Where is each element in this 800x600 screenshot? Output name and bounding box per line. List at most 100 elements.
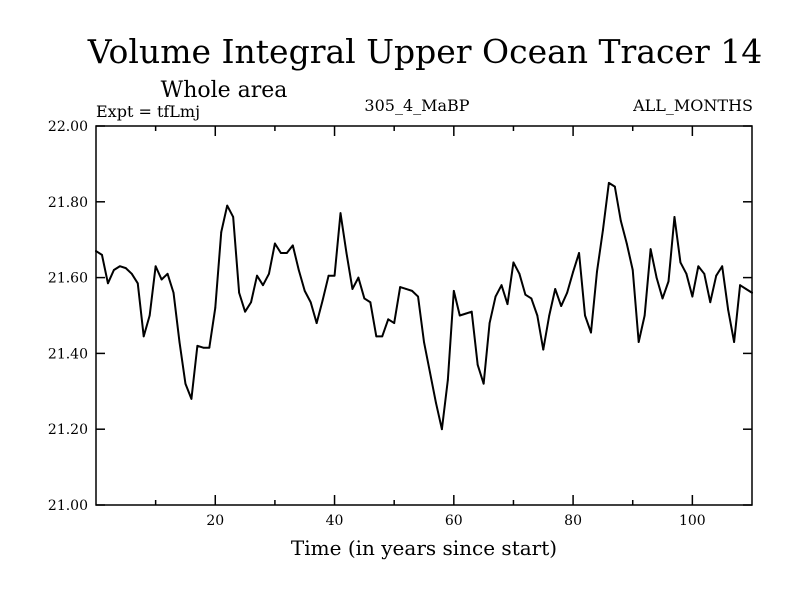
data-point — [262, 284, 264, 287]
data-point — [154, 265, 157, 268]
data-point — [625, 242, 628, 245]
data-point — [637, 341, 640, 343]
data-point — [464, 312, 467, 315]
x-tick-label: 100 — [679, 513, 706, 529]
data-point — [417, 295, 419, 298]
data-point — [500, 284, 503, 287]
data-point — [291, 244, 294, 247]
data-point — [584, 314, 586, 317]
data-point — [274, 242, 276, 245]
data-point — [745, 288, 747, 290]
y-tick-label: 21.20 — [48, 422, 88, 438]
data-point — [321, 299, 324, 302]
data-point — [506, 303, 509, 306]
data-point — [655, 276, 658, 279]
data-point — [136, 282, 139, 285]
data-point — [309, 301, 312, 304]
y-tick-label: 21.40 — [48, 346, 88, 362]
data-point — [333, 274, 336, 277]
data-point — [250, 301, 252, 304]
data-point — [554, 288, 557, 290]
data-point — [279, 252, 282, 254]
data-point — [697, 265, 700, 268]
data-point — [196, 344, 199, 347]
data-point — [351, 288, 354, 290]
data-point — [118, 265, 121, 268]
y-tick-label: 22.00 — [48, 119, 88, 135]
data-point — [476, 363, 479, 366]
data-point — [285, 252, 288, 254]
x-tick-label: 80 — [564, 513, 582, 529]
data-point — [130, 272, 133, 275]
data-point — [482, 382, 485, 385]
data-point — [440, 428, 443, 431]
data-point — [560, 305, 563, 307]
data-point — [166, 272, 169, 275]
data-point — [512, 261, 515, 264]
data-points — [95, 181, 753, 431]
data-point — [315, 322, 318, 324]
data-point — [739, 284, 741, 287]
data-point — [148, 314, 151, 317]
data-point — [160, 278, 163, 281]
data-point — [667, 280, 670, 283]
data-point — [721, 265, 724, 268]
data-point — [518, 272, 521, 275]
data-point — [387, 318, 390, 321]
data-point — [369, 301, 372, 304]
data-point — [727, 308, 730, 311]
y-tick-label: 21.00 — [48, 498, 88, 514]
experiment-label: Expt = tfLmj — [96, 102, 200, 121]
x-tick-label: 60 — [445, 513, 463, 529]
data-point — [339, 212, 342, 215]
data-point — [488, 322, 491, 324]
data-point — [178, 341, 181, 343]
data-point — [596, 271, 598, 273]
data-point — [578, 252, 580, 254]
data-point — [268, 272, 270, 275]
data-point — [357, 276, 360, 279]
case-label: 305_4_MaBP — [364, 96, 469, 115]
data-point — [691, 295, 694, 298]
data-point — [124, 267, 127, 270]
data-point — [172, 291, 175, 294]
data-point — [703, 272, 706, 275]
months-label: ALL_MONTHS — [632, 96, 753, 115]
data-point — [524, 293, 527, 296]
data-point — [733, 341, 736, 343]
data-point — [619, 219, 622, 222]
data-point — [446, 379, 449, 381]
x-tick-label: 20 — [206, 513, 224, 529]
data-point — [661, 297, 664, 300]
data-point — [494, 295, 497, 298]
y-tick-label: 21.80 — [48, 195, 88, 211]
data-point — [536, 314, 539, 317]
data-point — [297, 269, 300, 271]
data-point — [405, 288, 408, 290]
data-point — [530, 297, 533, 300]
data-point — [399, 286, 402, 288]
data-point — [542, 348, 545, 351]
data-point — [572, 271, 574, 273]
data-point — [142, 335, 145, 338]
data-point — [643, 314, 646, 317]
data-point — [423, 341, 425, 343]
data-point — [208, 346, 211, 349]
data-point — [470, 310, 473, 313]
data-point — [458, 314, 461, 317]
y-axis: 21.00 21.20 21.40 21.60 21.80 22.00 — [48, 119, 752, 514]
data-point — [256, 274, 258, 277]
data-point — [220, 231, 223, 234]
data-point — [238, 291, 241, 294]
data-point — [184, 382, 187, 385]
data-point — [226, 204, 229, 207]
data-point — [602, 229, 604, 232]
data-point — [363, 297, 366, 300]
data-point — [393, 322, 396, 324]
data-point — [679, 261, 682, 264]
y-tick-label: 21.60 — [48, 271, 88, 287]
data-point — [452, 289, 455, 292]
data-point — [303, 289, 306, 292]
data-point — [101, 253, 103, 256]
